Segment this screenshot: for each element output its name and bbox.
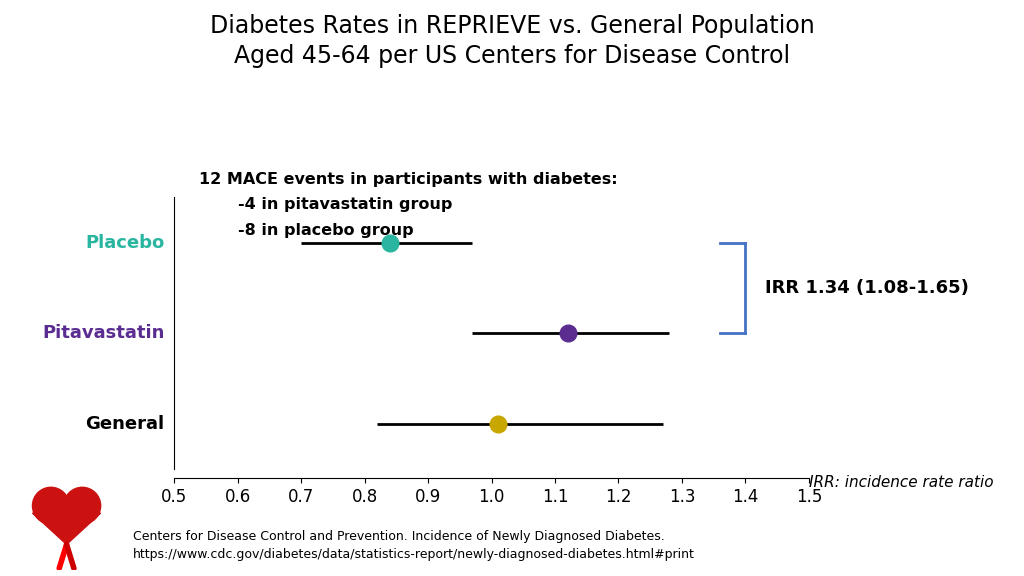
Circle shape <box>33 487 70 524</box>
Polygon shape <box>33 513 100 544</box>
Text: General: General <box>85 415 165 433</box>
Circle shape <box>63 487 100 524</box>
Text: -4 in pitavastatin group: -4 in pitavastatin group <box>238 198 452 213</box>
Text: Placebo: Placebo <box>85 234 165 252</box>
Text: IRR: incidence rate ratio: IRR: incidence rate ratio <box>809 475 993 490</box>
Text: Diabetes Rates in REPRIEVE vs. General Population
Aged 45-64 per US Centers for : Diabetes Rates in REPRIEVE vs. General P… <box>210 14 814 68</box>
Text: Pitavastatin: Pitavastatin <box>42 324 165 342</box>
Text: -8 in placebo group: -8 in placebo group <box>238 223 414 238</box>
Text: IRR 1.34 (1.08-1.65): IRR 1.34 (1.08-1.65) <box>765 279 969 297</box>
Text: 12 MACE events in participants with diabetes:: 12 MACE events in participants with diab… <box>200 172 618 187</box>
Text: Centers for Disease Control and Prevention. Incidence of Newly Diagnosed Diabete: Centers for Disease Control and Preventi… <box>133 530 695 561</box>
